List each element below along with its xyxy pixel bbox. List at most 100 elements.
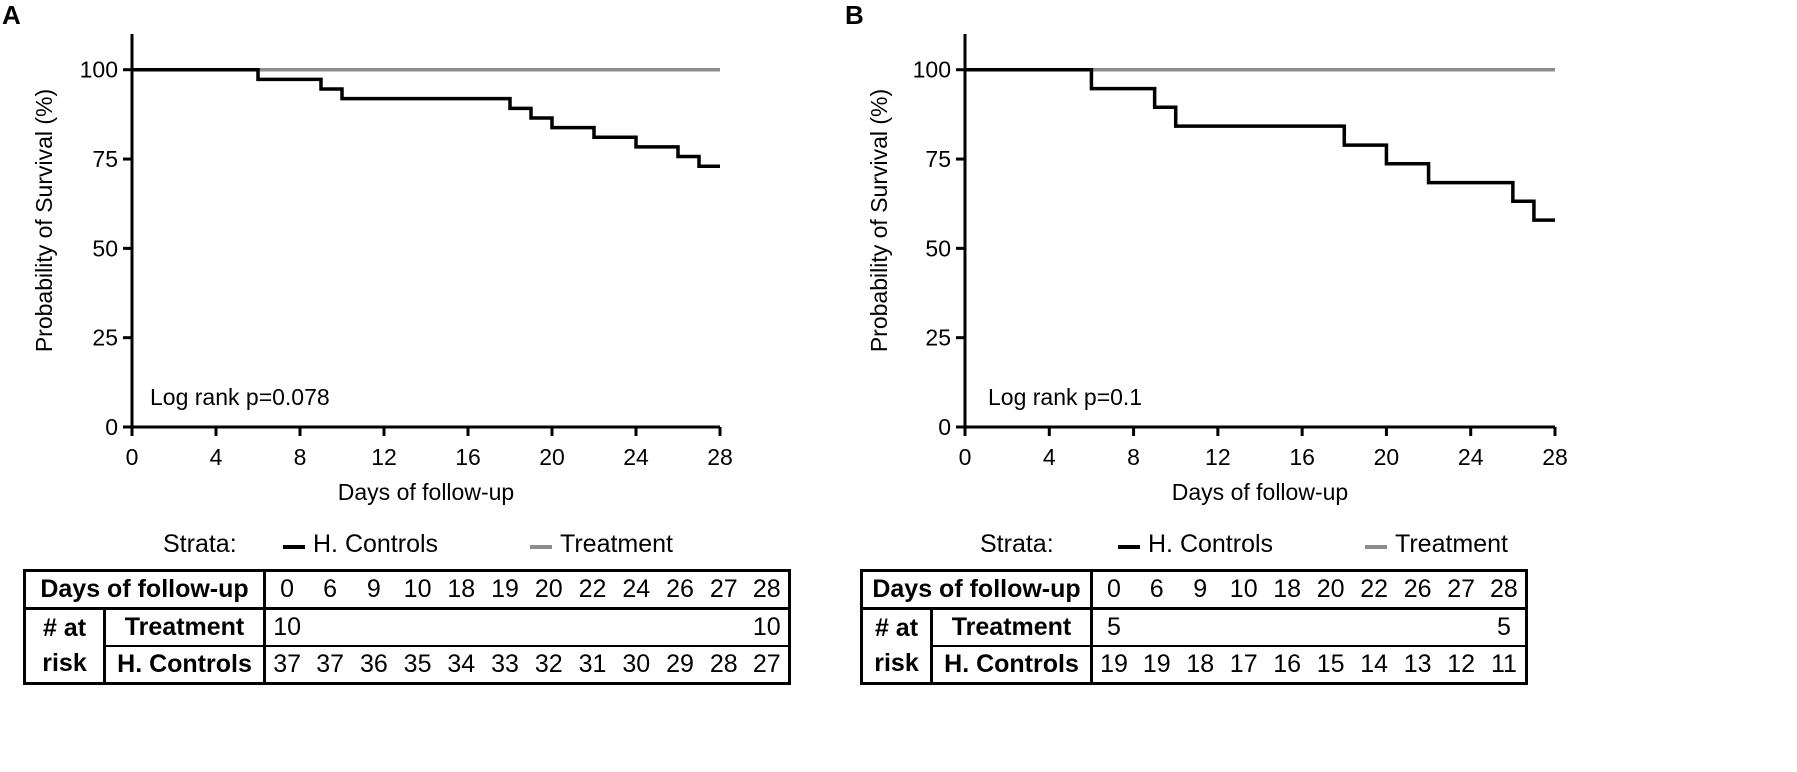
risk-day-header: 9 (1178, 570, 1222, 610)
risk-count-cell: 33 (491, 650, 519, 678)
risk-count-cell (1439, 608, 1483, 647)
x-tick-label: 8 (294, 444, 307, 470)
risk-day-header: 9 (351, 570, 396, 610)
legend-item-h-controls: H. Controls (313, 530, 439, 558)
risk-row-label: Treatment (104, 608, 267, 647)
risk-day-header: 20 (526, 570, 571, 610)
risk-day-header: 10 (395, 570, 440, 610)
risk-count-cell: 10 (264, 608, 309, 647)
risk-row-label: H. Controls (104, 646, 267, 684)
risk-count-cell (1395, 608, 1440, 647)
at-risk-label: # at risk (861, 608, 933, 684)
risk-day-header: 0 (264, 570, 309, 610)
risk-count-cell: 27 (752, 650, 781, 678)
y-tick-label: 50 (925, 235, 951, 261)
x-tick-label: 20 (539, 444, 565, 470)
risk-day-header: 6 (308, 570, 352, 610)
risk-count-cell: 12 (1447, 650, 1476, 678)
panel-label-a: A (2, 0, 21, 30)
risk-count-cell: 11 (1490, 650, 1517, 678)
risk-count-cell: 19 (1142, 650, 1171, 678)
legend-a: Strata: H. Controls Treatment (163, 530, 763, 562)
risk-count-cell (439, 608, 484, 647)
risk-count-cell: 18 (1186, 650, 1215, 678)
at-risk-label-line: # at (874, 614, 919, 642)
at-risk-label-line: risk (874, 649, 919, 677)
risk-day-header: 28 (1482, 570, 1527, 610)
risk-day-header: 28 (745, 570, 790, 610)
risk-count-cell: 31 (578, 650, 607, 678)
risk-day-header: 6 (1135, 570, 1179, 610)
risk-count-cell (1135, 608, 1179, 647)
risk-count-cell: 10 (745, 608, 790, 647)
risk-day-header: 18 (1265, 570, 1309, 610)
y-tick-label: 100 (80, 57, 118, 83)
risk-count-cell: 17 (1229, 650, 1258, 678)
survival-chart-a: 0 25 50 75 100 0 4 8 12 16 20 24 28 Days of follow-up… (31, 34, 733, 505)
legend-title: Strata: (980, 530, 1054, 558)
y-tick-label: 25 (92, 325, 118, 351)
y-tick-label: 0 (105, 414, 118, 440)
risk-day-header: 26 (1395, 570, 1440, 610)
x-tick-label: 12 (1205, 444, 1231, 470)
risk-count-cell: 37 (273, 650, 302, 678)
x-tick-label: 16 (1289, 444, 1315, 470)
risk-count-cell (483, 608, 527, 647)
x-tick-label: 4 (1043, 444, 1056, 470)
at-risk-label-line: risk (42, 649, 87, 677)
risk-count-cell: 35 (403, 650, 432, 678)
risk-table-a: Days of follow-up 0 6 9 10 18 19 20 22 24 26 27 28 # … (23, 569, 791, 685)
y-axis-label: Probability of Survival (%) (31, 89, 57, 352)
risk-count-cell (1265, 608, 1309, 647)
log-rank-annotation: Log rank p=0.078 (150, 384, 330, 410)
y-tick-label: 25 (925, 325, 951, 351)
risk-count-cell: 28 (709, 650, 738, 678)
risk-day-header: 22 (570, 570, 615, 610)
series-line-h-controls (965, 67, 1555, 222)
risk-count-cell (1221, 608, 1266, 647)
risk-row-label: H. Controls (931, 646, 1094, 684)
x-tick-label: 20 (1374, 444, 1400, 470)
risk-table-b: Days of follow-up 0 6 9 10 18 20 22 26 27 28 # at ri… (860, 569, 1528, 685)
risk-count-cell: 13 (1403, 650, 1432, 678)
risk-day-header: 10 (1221, 570, 1266, 610)
risk-header-label: Days of follow-up (24, 570, 267, 610)
risk-day-header: 27 (701, 570, 746, 610)
y-tick-label: 50 (92, 235, 118, 261)
risk-count-cell: 14 (1360, 650, 1389, 678)
risk-day-header: 0 (1091, 570, 1135, 610)
x-tick-label: 12 (371, 444, 397, 470)
risk-count-cell: 32 (534, 650, 563, 678)
legend-title: Strata: (163, 530, 237, 558)
risk-row-label: Treatment (931, 608, 1094, 647)
x-tick-label: 28 (1542, 444, 1568, 470)
x-tick-label: 16 (455, 444, 481, 470)
risk-count-cell (308, 608, 352, 647)
risk-day-header: 27 (1439, 570, 1483, 610)
legend-swatch-h-controls (283, 545, 305, 549)
legend-swatch-h-controls (1118, 545, 1140, 549)
risk-count-cell (395, 608, 440, 647)
legend-item-treatment: Treatment (560, 530, 674, 558)
risk-count-cell: 37 (316, 650, 345, 678)
risk-count-cell: 29 (666, 650, 694, 678)
x-axis-label: Days of follow-up (1172, 479, 1348, 505)
risk-count-cell (701, 608, 746, 647)
risk-count-cell: 5 (1091, 608, 1135, 647)
x-tick-label: 0 (126, 444, 139, 470)
risk-count-cell (658, 608, 702, 647)
y-tick-label: 100 (913, 57, 951, 83)
y-axis-label: Probability of Survival (%) (866, 89, 892, 352)
x-tick-label: 24 (623, 444, 649, 470)
x-tick-label: 8 (1127, 444, 1140, 470)
panel-label-b: B (845, 0, 864, 30)
risk-count-cell: 34 (447, 650, 476, 678)
log-rank-annotation: Log rank p=0.1 (988, 384, 1142, 410)
risk-day-header: 20 (1308, 570, 1353, 610)
risk-day-header: 22 (1352, 570, 1396, 610)
risk-day-header: 26 (658, 570, 702, 610)
risk-count-cell (526, 608, 571, 647)
risk-day-header: 19 (483, 570, 527, 610)
x-axis-label: Days of follow-up (338, 479, 514, 505)
risk-count-cell: 16 (1273, 650, 1302, 678)
